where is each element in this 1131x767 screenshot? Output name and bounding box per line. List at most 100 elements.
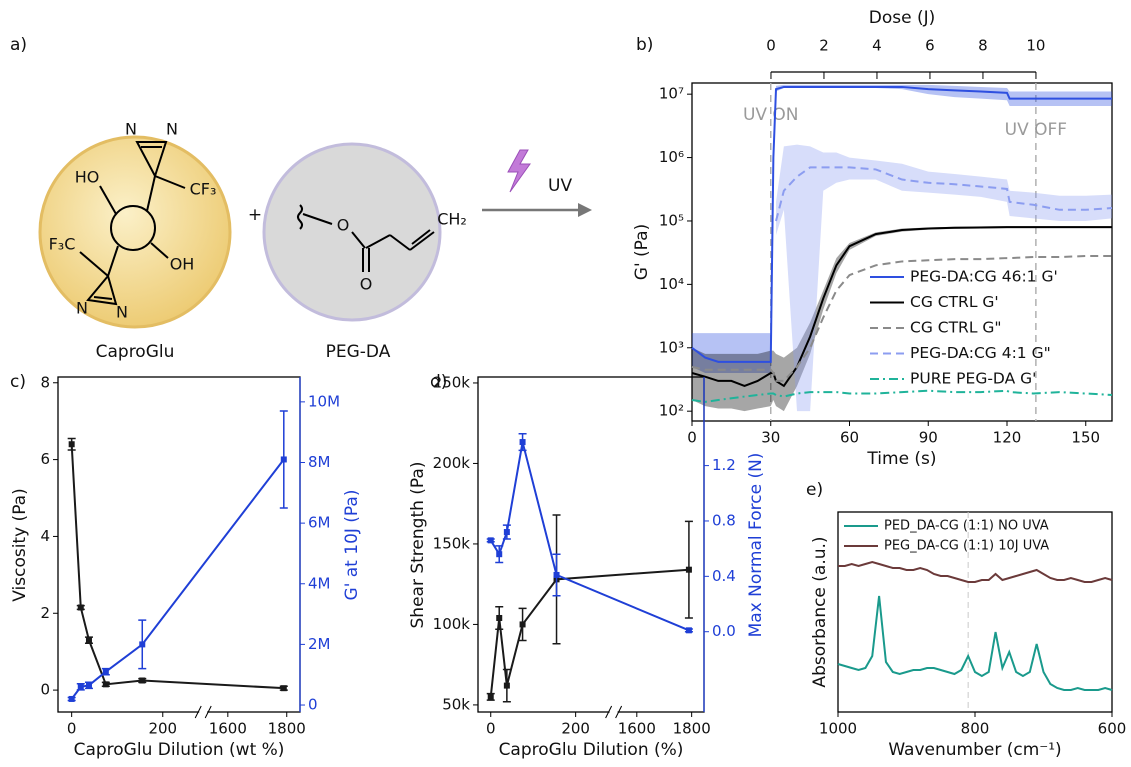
panel-label: d): [430, 372, 447, 392]
data-point: [685, 566, 692, 573]
data-point: [519, 439, 526, 446]
series-line: [489, 441, 690, 632]
y2-tick-label: 4M: [308, 574, 331, 592]
x2-tick-label: 6: [925, 37, 935, 55]
y-tick-label: 150k: [433, 534, 471, 552]
series-line: [489, 568, 689, 697]
data-point: [519, 621, 526, 628]
data-point: [487, 537, 494, 544]
plot-frame: [477, 376, 705, 713]
data-point: [102, 681, 109, 688]
atom-label: CF₃: [190, 180, 217, 199]
x-tick-label: 60: [840, 429, 859, 447]
legend-label: CG CTRL G": [910, 319, 1002, 337]
data-point: [68, 695, 75, 702]
y-tick-label: 100k: [433, 615, 471, 633]
y-axis-title: Absorbance (a.u.): [810, 536, 830, 687]
axis-break-mark: [194, 705, 202, 719]
error-band: [776, 144, 1112, 412]
panel-label: a): [10, 35, 27, 55]
atom-label: O: [337, 216, 350, 235]
y-tick-label: 200k: [433, 454, 471, 472]
legend-label: PED_DA-CG (1:1) NO UVA: [884, 519, 1049, 534]
axis-break-gap: [199, 709, 208, 715]
data-point: [503, 529, 510, 536]
uv-label: UV: [548, 176, 572, 196]
x2-tick-label: 8: [978, 37, 988, 55]
y-tick-label: 2: [40, 604, 50, 622]
y2-tick-label: 8M: [308, 453, 331, 471]
y-tick-label: 10⁴: [659, 275, 684, 293]
y2-tick-label: 2M: [308, 635, 331, 653]
x-tick-label: 150: [1071, 429, 1100, 447]
y-axis-title: Shear Strength (Pa): [408, 462, 428, 629]
y2-axis-title: Max Normal Force (N): [746, 453, 766, 638]
axis-break-mark: [615, 705, 623, 719]
x-tick-label: 120: [993, 429, 1022, 447]
x-tick-label: 1600: [209, 720, 247, 738]
data-point: [139, 677, 146, 684]
y-tick-label: 10²: [659, 402, 684, 420]
series-line: [837, 595, 1113, 691]
caproglu-circle: [38, 135, 232, 329]
x2-tick-label: 4: [872, 37, 882, 55]
error-band: [692, 226, 1112, 412]
caproglu-structure: [79, 141, 186, 306]
panel-label: e): [806, 480, 823, 500]
y2-tick-label: 6M: [308, 514, 331, 532]
x-tick-label: 0: [687, 429, 697, 447]
y-tick-label: 6: [40, 450, 50, 468]
annotation-text: UV ON: [743, 105, 799, 125]
y2-tick-label: 0: [308, 696, 318, 714]
plot-frame: [57, 376, 301, 713]
data-point: [553, 571, 560, 578]
y2-tick-label: 0.4: [712, 567, 736, 585]
panel-a: a) + UV: [10, 35, 592, 329]
x-tick-label: 800: [961, 720, 990, 738]
series-line: [70, 444, 284, 690]
data-point: [77, 604, 84, 611]
series-line: [691, 389, 1113, 403]
x-axis-title: Time (s): [866, 449, 936, 469]
x-tick-label: 600: [1098, 720, 1127, 738]
legend-label: PURE PEG-DA G': [910, 370, 1036, 388]
atom-label: CH₂: [437, 210, 467, 229]
y-tick-label: 10⁶: [659, 148, 684, 166]
axis-break-gap: [609, 709, 618, 715]
legend-label: CG CTRL G': [910, 293, 999, 311]
data-point: [280, 685, 287, 692]
y-tick-label: 10⁵: [659, 211, 684, 229]
atom-label: N: [166, 120, 178, 139]
atom-label: N: [76, 299, 88, 318]
atom-label: N: [125, 120, 137, 139]
pegda-structure: [297, 204, 435, 272]
uv-lightning-icon: [507, 149, 531, 193]
plot-frame: [691, 82, 1113, 422]
data-point: [496, 551, 503, 558]
x-axis-title: Wavenumber (cm⁻¹): [888, 740, 1061, 760]
data-point: [77, 683, 84, 690]
atom-label: N: [116, 303, 128, 322]
y2-axis-title: G' at 10J (Pa): [342, 490, 362, 601]
data-point: [102, 668, 109, 675]
panel-label: c): [10, 372, 26, 392]
x2-tick-label: 2: [819, 37, 829, 55]
series-line: [691, 226, 1112, 388]
x-tick-label: 0: [486, 720, 496, 738]
x-tick-label: 1600: [618, 720, 656, 738]
y-axis-title: Viscosity (Pa): [10, 488, 30, 601]
y-tick-label: 4: [40, 527, 50, 545]
data-point: [139, 641, 146, 648]
x-tick-label: 200: [148, 720, 177, 738]
atom-label: O: [360, 275, 373, 294]
series-line: [691, 255, 1112, 382]
x-tick-label: 200: [561, 720, 590, 738]
y2-tick-label: 1.2: [712, 456, 736, 474]
data-point: [487, 693, 494, 700]
axis-break-mark: [204, 705, 212, 719]
y-tick-label: 50k: [442, 695, 470, 713]
x-tick-label: 1800: [268, 720, 306, 738]
x2-axis-title: Dose (J): [869, 8, 936, 28]
y2-tick-label: 10M: [308, 392, 340, 410]
